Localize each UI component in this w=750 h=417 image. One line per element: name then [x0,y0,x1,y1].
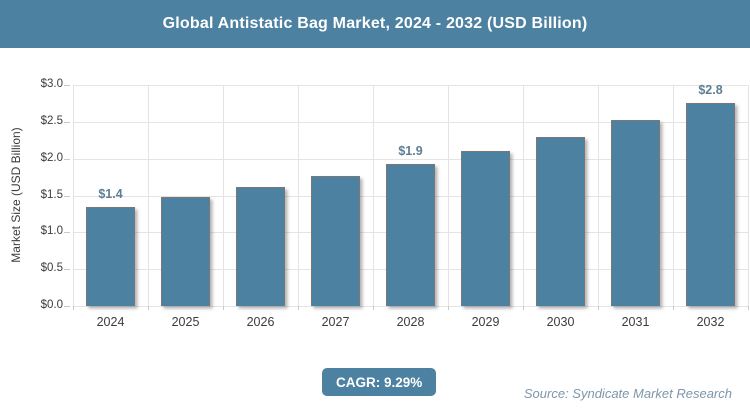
gridline-v [373,85,374,306]
gridline-v [673,85,674,306]
y-tick-label: $1.0 [40,225,63,238]
gridline-v [148,85,149,306]
y-tick-label: $0.0 [40,299,63,311]
y-tick-label: $3.0 [40,78,63,90]
y-axis-tick [64,121,70,123]
gridline-v [748,85,749,306]
x-axis-tick [748,306,749,310]
y-tick-label: $2.0 [40,151,63,164]
y-axis-tick [64,306,70,307]
gridline-h [73,121,748,123]
bar [86,206,135,306]
y-tick-label: $0.5 [40,262,63,275]
x-tick-label: 2031 [621,315,650,329]
bar [461,150,510,306]
gridline-h [73,158,748,160]
gridline-v [298,85,299,306]
chart-title: Global Antistatic Bag Market, 2024 - 203… [162,15,588,32]
x-axis-tick [148,306,149,310]
x-axis-tick [448,306,449,310]
x-tick-label: 2027 [321,315,350,329]
bar [536,136,585,306]
x-tick-label: 2026 [246,315,275,329]
gridline-v [523,85,524,306]
gridline-v [598,85,599,306]
plot-area: $0.0 $0.5 $1.0 $1.5 $2.0 $2.5 $3.0 $1.4 2024 2025… [41,78,749,329]
x-tick-label: 2032 [696,315,725,329]
x-axis-tick [298,306,299,310]
gridline-v [448,85,449,306]
x-tick-label: 2025 [171,315,200,329]
bar [611,120,660,306]
bar [161,196,210,306]
y-tick-label: $2.5 [40,114,63,127]
bar-value-label: $1.4 [98,186,123,201]
x-axis-tick [673,306,674,310]
y-axis-tick [64,269,70,271]
y-axis-tick [64,85,70,86]
y-tick-label: $1.5 [40,188,63,201]
x-tick-label: 2028 [396,315,425,329]
gridline-h [73,306,748,307]
bar [311,176,360,306]
bar [236,187,285,306]
gridline-v [223,85,224,306]
y-axis-tick [64,232,70,234]
x-axis-tick [373,306,374,310]
x-tick-label: 2030 [546,315,575,329]
x-tick-label: 2024 [96,315,125,329]
y-axis-tick [64,195,70,197]
bar [386,163,435,306]
x-tick-label: 2029 [471,315,500,329]
y-axis-tick [64,158,70,160]
chart-title-bar: Global Antistatic Bag Market, 2024 - 203… [0,0,750,48]
bar-value-label: $1.9 [398,143,423,158]
x-axis-tick [73,306,74,310]
x-axis-tick [523,306,524,310]
gridline-v [73,85,74,306]
cagr-badge: CAGR: 9.29% [322,368,437,396]
source-credit: Source: Syndicate Market Research [523,386,732,401]
bar [686,102,735,306]
x-axis-tick [598,306,599,310]
gridline-h [73,85,748,86]
x-axis-tick [223,306,224,310]
bar-value-label: $2.8 [698,82,723,97]
